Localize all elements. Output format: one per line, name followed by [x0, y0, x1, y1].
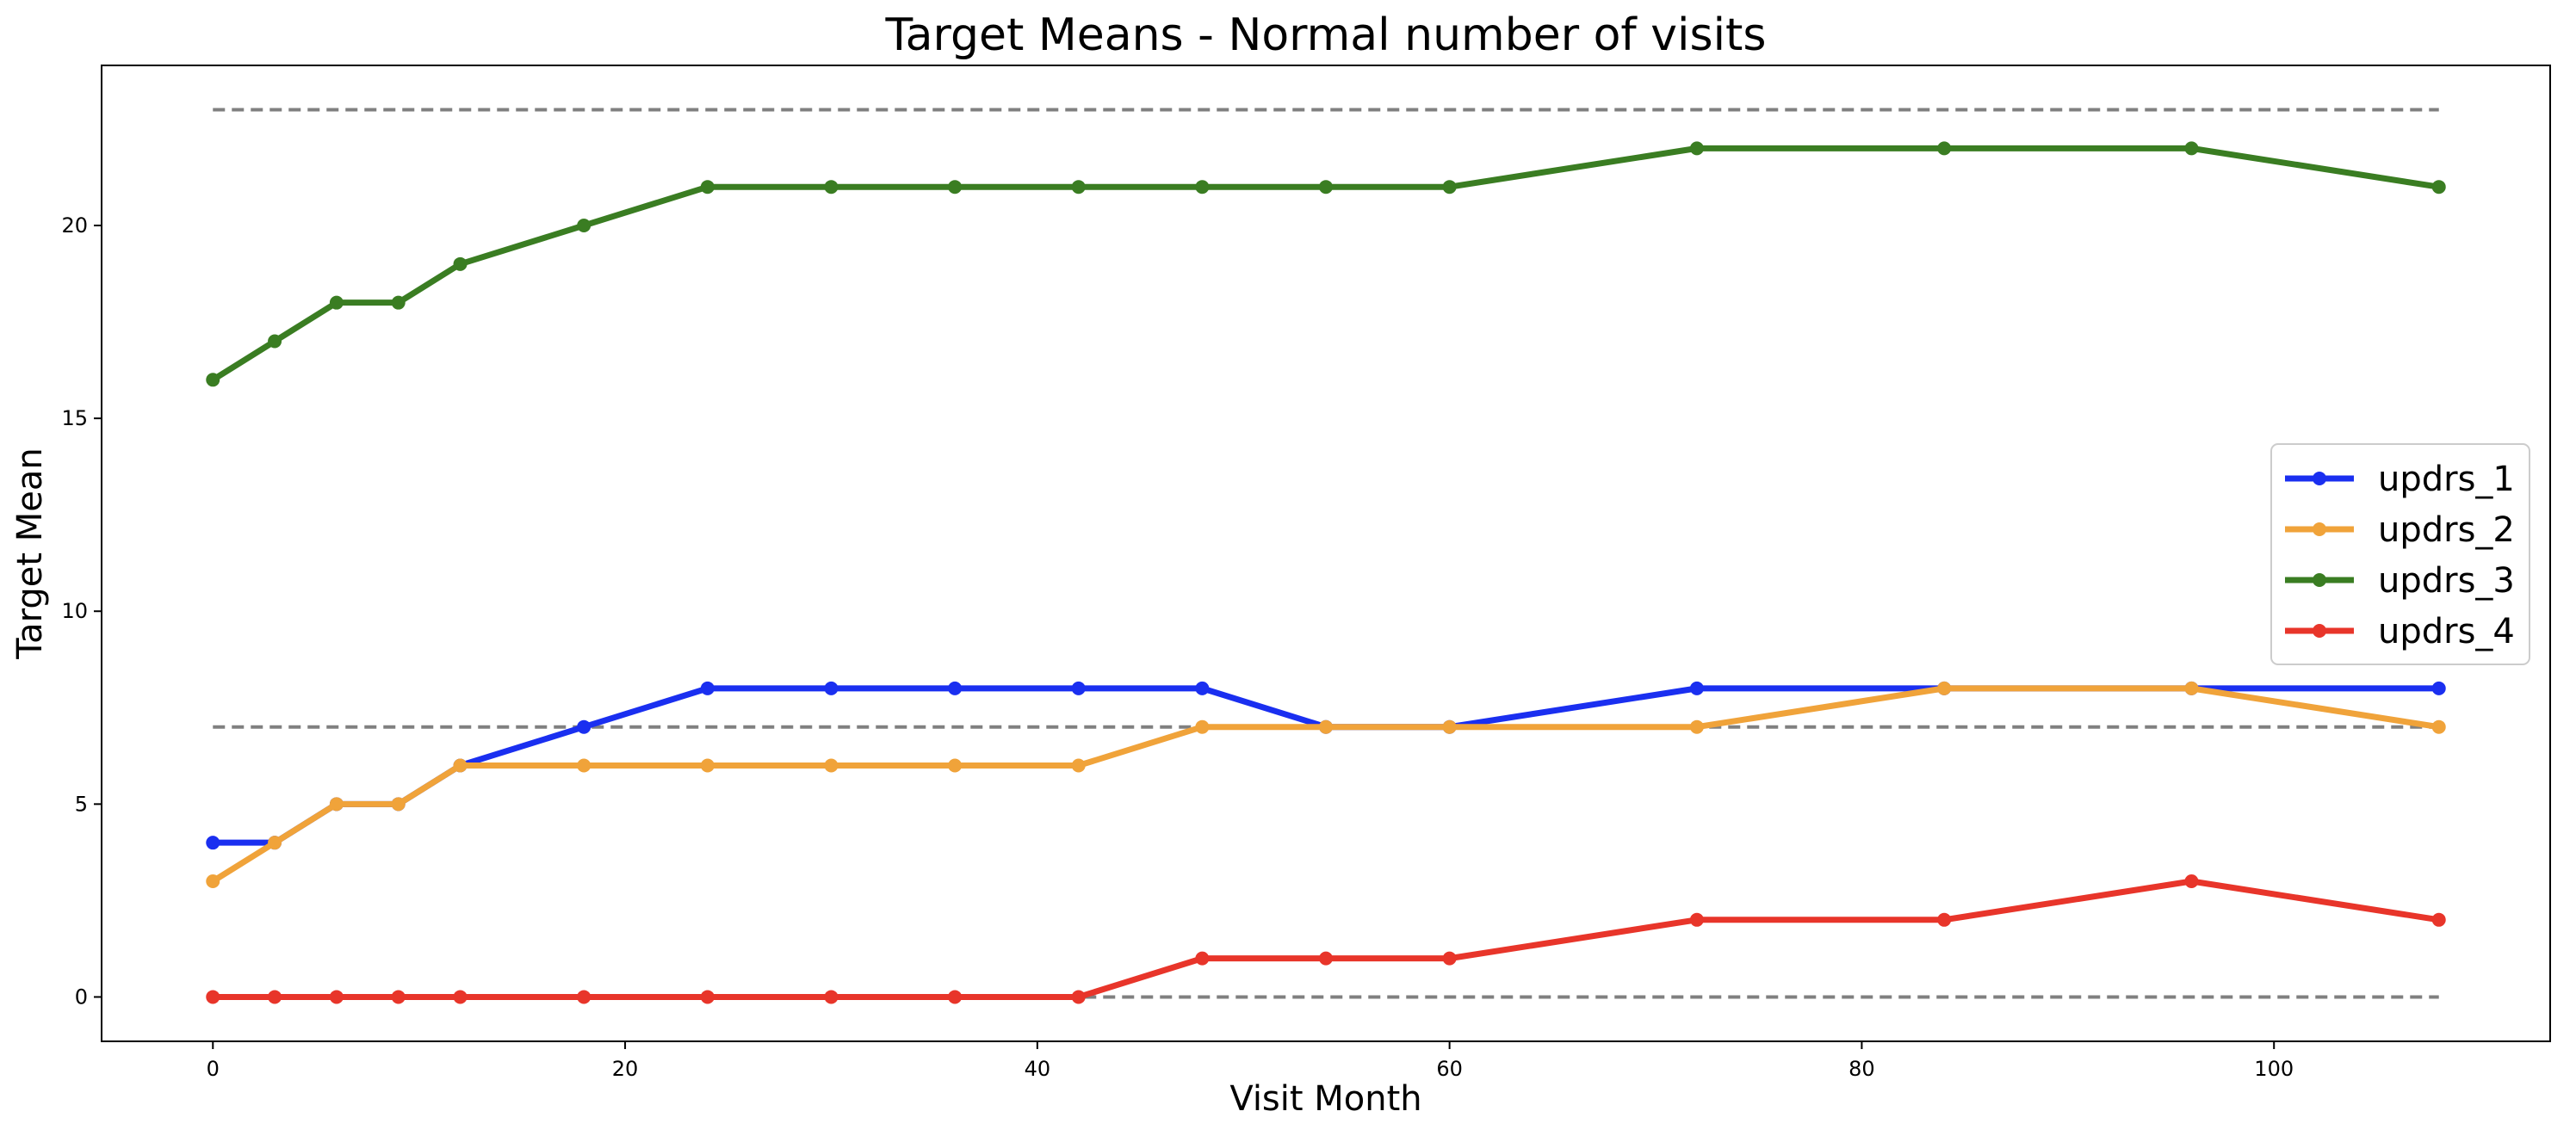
data-point-updrs_3: [824, 180, 839, 194]
x-axis-ticks: 0 20 40 60 80 100: [207, 1041, 2294, 1081]
data-point-updrs_3: [1195, 180, 1210, 194]
data-point-updrs_3: [268, 334, 282, 349]
y-tick-label: 10: [61, 599, 88, 623]
data-point-updrs_4: [2431, 912, 2446, 927]
data-point-updrs_2: [2431, 719, 2446, 734]
y-tick-label: 0: [75, 985, 88, 1009]
data-point-updrs_3: [391, 295, 406, 310]
data-point-updrs_2: [824, 758, 839, 773]
data-point-updrs_4: [1937, 912, 1952, 927]
data-point-updrs_4: [453, 990, 468, 1004]
legend-item-updrs_4: updrs_4: [2285, 612, 2515, 651]
data-point-updrs_4: [1319, 951, 1333, 966]
data-point-updrs_2: [453, 758, 468, 773]
data-point-updrs_4: [329, 990, 344, 1004]
reference-lines: [213, 108, 2439, 999]
data-point-updrs_2: [700, 758, 715, 773]
data-point-updrs_1: [206, 836, 220, 850]
data-point-updrs_1: [1689, 681, 1704, 695]
data-point-updrs_3: [1442, 180, 1457, 194]
data-point-updrs_2: [206, 874, 220, 888]
data-point-updrs_2: [1195, 719, 1210, 734]
data-point-updrs_1: [948, 681, 963, 695]
data-point-updrs_2: [2184, 681, 2199, 695]
y-axis-label: Target Mean: [10, 448, 50, 659]
legend-box: [2270, 443, 2530, 665]
y-axis-ticks: 0 5 10 15 20: [61, 213, 102, 1009]
series-line-updrs_4: [209, 878, 2443, 1000]
x-tick-label: 100: [2254, 1057, 2294, 1081]
chart-title: Target Means - Normal number of visits: [884, 9, 1766, 61]
data-point-updrs_4: [1442, 951, 1457, 966]
data-point-updrs_4: [268, 990, 282, 1004]
data-point-updrs_4: [1689, 912, 1704, 927]
data-point-updrs_2: [329, 797, 344, 812]
legend-label: updrs_3: [2378, 561, 2515, 601]
legend-swatch-marker: [2313, 573, 2326, 587]
series-updrs_4: [206, 874, 2446, 1004]
data-point-updrs_3: [1937, 141, 1952, 156]
data-point-updrs_1: [700, 681, 715, 695]
legend-label: updrs_2: [2378, 510, 2515, 550]
x-tick-label: 20: [612, 1057, 639, 1081]
x-tick-label: 40: [1025, 1057, 1051, 1081]
data-point-updrs_2: [391, 797, 406, 812]
x-tick-label: 80: [1848, 1057, 1875, 1081]
y-tick-label: 5: [75, 792, 88, 816]
legend-label: updrs_4: [2378, 612, 2515, 651]
legend-item-updrs_2: updrs_2: [2285, 510, 2515, 550]
data-point-updrs_1: [577, 719, 591, 734]
data-point-updrs_2: [948, 758, 963, 773]
data-point-updrs_4: [1071, 990, 1086, 1004]
data-point-updrs_1: [1071, 681, 1086, 695]
series-updrs_2: [206, 681, 2446, 888]
data-point-updrs_3: [2431, 180, 2446, 194]
data-point-updrs_3: [453, 256, 468, 271]
data-point-updrs_2: [1937, 681, 1952, 695]
data-point-updrs_4: [206, 990, 220, 1004]
series-line-updrs_2: [209, 685, 2443, 885]
legend-item-updrs_1: updrs_1: [2285, 460, 2515, 499]
data-point-updrs_3: [1319, 180, 1333, 194]
legend: updrs_1 updrs_2 updrs_3 updrs_4: [2270, 443, 2530, 665]
data-point-updrs_2: [1319, 719, 1333, 734]
x-axis-label: Visit Month: [1229, 1079, 1421, 1119]
data-point-updrs_2: [1689, 719, 1704, 734]
data-point-updrs_3: [948, 180, 963, 194]
data-point-updrs_2: [1071, 758, 1086, 773]
data-point-updrs_2: [268, 836, 282, 850]
x-tick-label: 60: [1436, 1057, 1463, 1081]
legend-label: updrs_1: [2378, 460, 2515, 499]
data-point-updrs_2: [1442, 719, 1457, 734]
data-point-updrs_3: [1071, 180, 1086, 194]
data-point-updrs_4: [1195, 951, 1210, 966]
data-point-updrs_3: [329, 295, 344, 310]
data-point-updrs_4: [2184, 874, 2199, 888]
data-point-updrs_4: [577, 990, 591, 1004]
legend-swatch-marker: [2313, 624, 2326, 638]
data-point-updrs_1: [1195, 681, 1210, 695]
data-point-updrs_3: [577, 219, 591, 233]
plot-area-frame: [101, 65, 2551, 1042]
data-point-updrs_4: [948, 990, 963, 1004]
legend-swatch-marker: [2313, 522, 2326, 536]
data-point-updrs_1: [2431, 681, 2446, 695]
legend-swatch-marker: [2313, 472, 2326, 485]
data-point-updrs_3: [700, 180, 715, 194]
data-point-updrs_3: [1689, 141, 1704, 156]
y-tick-label: 20: [61, 213, 88, 238]
legend-item-updrs_3: updrs_3: [2285, 561, 2515, 601]
data-point-updrs_1: [824, 681, 839, 695]
data-point-updrs_4: [824, 990, 839, 1004]
series-updrs_3: [206, 141, 2446, 387]
data-point-updrs_3: [206, 373, 220, 387]
series-layer: [206, 141, 2446, 1004]
data-point-updrs_2: [577, 758, 591, 773]
data-point-updrs_3: [2184, 141, 2199, 156]
x-tick-label: 0: [207, 1057, 220, 1081]
data-point-updrs_4: [700, 990, 715, 1004]
data-point-updrs_4: [391, 990, 406, 1004]
y-tick-label: 15: [61, 406, 88, 430]
